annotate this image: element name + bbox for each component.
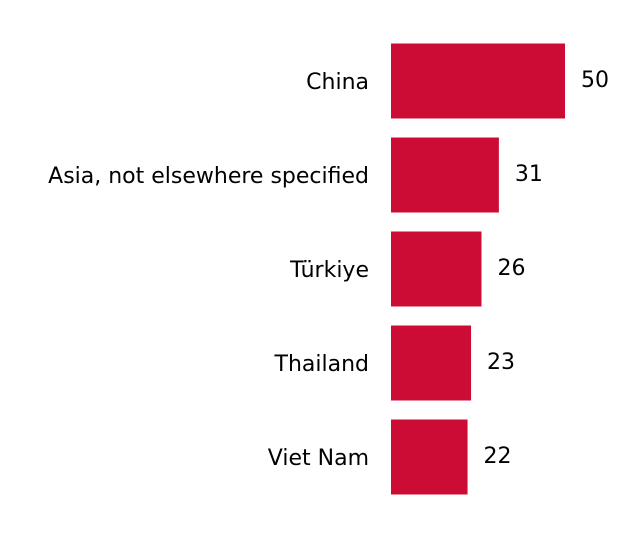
value-label: 22 — [484, 444, 512, 469]
bar — [391, 43, 565, 119]
category-label: Thailand — [274, 352, 369, 377]
bar — [391, 231, 482, 307]
value-label: 26 — [497, 256, 525, 281]
category-label: China — [306, 70, 369, 95]
value-label: 23 — [487, 350, 515, 375]
bar — [391, 137, 499, 213]
bar — [391, 325, 472, 401]
category-label: Asia, not elsewhere specified — [48, 164, 369, 189]
category-label: Türkiye — [289, 258, 369, 283]
category-label: Viet Nam — [268, 446, 369, 471]
bar — [391, 419, 468, 495]
value-label: 50 — [581, 68, 609, 93]
value-label: 31 — [515, 162, 543, 187]
